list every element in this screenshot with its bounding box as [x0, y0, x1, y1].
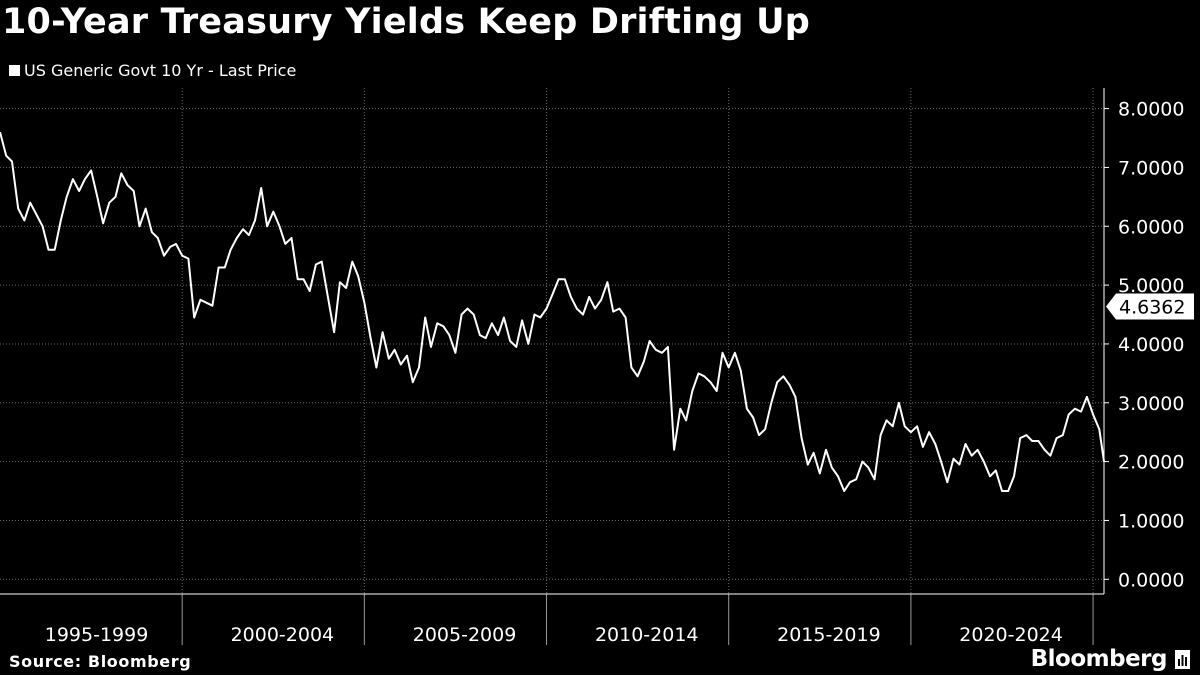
last-value-label: 4.6362 — [1119, 297, 1185, 319]
x-tick-label: 2015-2019 — [777, 624, 881, 646]
y-tick-label: 0.0000 — [1118, 569, 1184, 591]
chart-title: 10-Year Treasury Yields Keep Drifting Up — [2, 2, 810, 42]
grid-lines — [0, 88, 1104, 594]
y-tick-label: 7.0000 — [1118, 157, 1184, 179]
y-tick-label: 4.0000 — [1118, 334, 1184, 356]
y-axis: 0.0000 1.0000 2.0000 3.0000 4.0000 5.0000 6.00… — [1103, 88, 1184, 594]
x-tick-label: 2000-2004 — [231, 624, 335, 646]
chart-legend: US Generic Govt 10 Yr - Last Price — [9, 61, 296, 80]
x-axis: 1995-1999 2000-2004 2005-2009 2010-2014 2015… — [0, 593, 1104, 646]
x-tick-label: 2020-2024 — [959, 624, 1063, 646]
last-value-badge — [1106, 293, 1194, 320]
y-tick-label: 2.0000 — [1118, 452, 1184, 474]
brand-name: Bloomberg — [1030, 646, 1168, 672]
source-note: Source: Bloomberg — [9, 652, 192, 671]
y-tick-label: 8.0000 — [1118, 99, 1184, 121]
legend-swatch — [9, 65, 20, 76]
y-tick-label: 1.0000 — [1118, 510, 1184, 532]
last-value-layer: 4.6362 — [1106, 293, 1194, 320]
x-tick-label: 2005-2009 — [413, 624, 517, 646]
legend-label: US Generic Govt 10 Yr - Last Price — [24, 61, 297, 80]
x-tick-label: 1995-1999 — [45, 624, 149, 646]
y-tick-label: 6.0000 — [1118, 216, 1184, 238]
x-tick-label: 2010-2014 — [595, 624, 699, 646]
brand-logo: Bloomberg — [1031, 646, 1190, 672]
y-tick-label: 5.0000 — [1118, 275, 1184, 297]
series-line — [0, 131, 1105, 492]
bloomberg-terminal-icon — [1175, 649, 1190, 669]
y-tick-label: 3.0000 — [1118, 393, 1184, 415]
series-layer — [0, 131, 1105, 492]
